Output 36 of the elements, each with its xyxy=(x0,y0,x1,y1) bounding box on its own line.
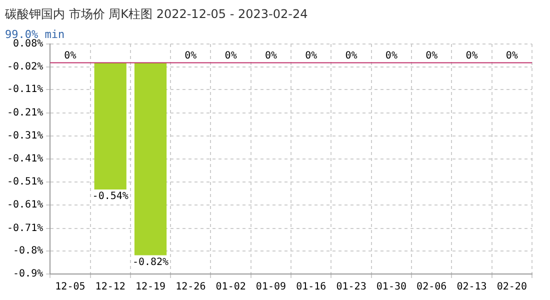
y-tick-label: -0.02% xyxy=(7,62,44,73)
data-label: 0% xyxy=(224,50,237,62)
y-tick-label: -0.31% xyxy=(7,130,44,142)
x-tick-label: 01-16 xyxy=(296,282,326,293)
y-tick-label: -0.11% xyxy=(7,84,44,96)
data-label: 0% xyxy=(264,50,278,62)
data-label: -0.54% xyxy=(92,191,128,202)
x-tick-label: 02-06 xyxy=(416,282,447,293)
x-tick-label: 12-19 xyxy=(135,282,166,293)
x-tick-label: 12-12 xyxy=(95,282,126,293)
x-tick-label: 01-02 xyxy=(216,282,246,293)
x-tick-label: 12-05 xyxy=(55,282,86,293)
data-label: 0% xyxy=(385,50,398,62)
y-tick-label: -0.41% xyxy=(7,154,44,165)
x-tick-label: 02-20 xyxy=(496,282,527,293)
y-tick-label: 0.08% xyxy=(13,38,44,50)
data-label: -0.82% xyxy=(132,256,169,268)
y-tick-label: -0.71% xyxy=(7,223,44,234)
data-label: 0% xyxy=(184,50,197,62)
data-label: 0% xyxy=(426,50,438,62)
x-tick-label: 01-23 xyxy=(336,282,366,293)
y-tick-label: -0.61% xyxy=(7,200,44,211)
x-tick-label: 01-09 xyxy=(256,282,286,293)
y-tick-label: -0.9% xyxy=(13,268,44,280)
x-tick-label: 01-30 xyxy=(376,282,407,293)
x-tick-label: 12-26 xyxy=(176,282,206,293)
y-tick-label: -0.21% xyxy=(7,108,44,119)
x-tick-label: 02-13 xyxy=(456,282,487,293)
chart-title: 碳酸钾国内 市场价 周K柱图 2022-12-05 - 2023-02-24 xyxy=(5,6,308,23)
y-tick-label: -0.8% xyxy=(13,246,44,257)
data-label: 0% xyxy=(506,50,518,62)
data-label: 0% xyxy=(345,50,358,62)
data-label: 0% xyxy=(64,50,76,62)
data-label: 0% xyxy=(466,50,478,62)
y-tick-label: -0.51% xyxy=(7,176,44,188)
data-label: 0% xyxy=(305,50,318,62)
